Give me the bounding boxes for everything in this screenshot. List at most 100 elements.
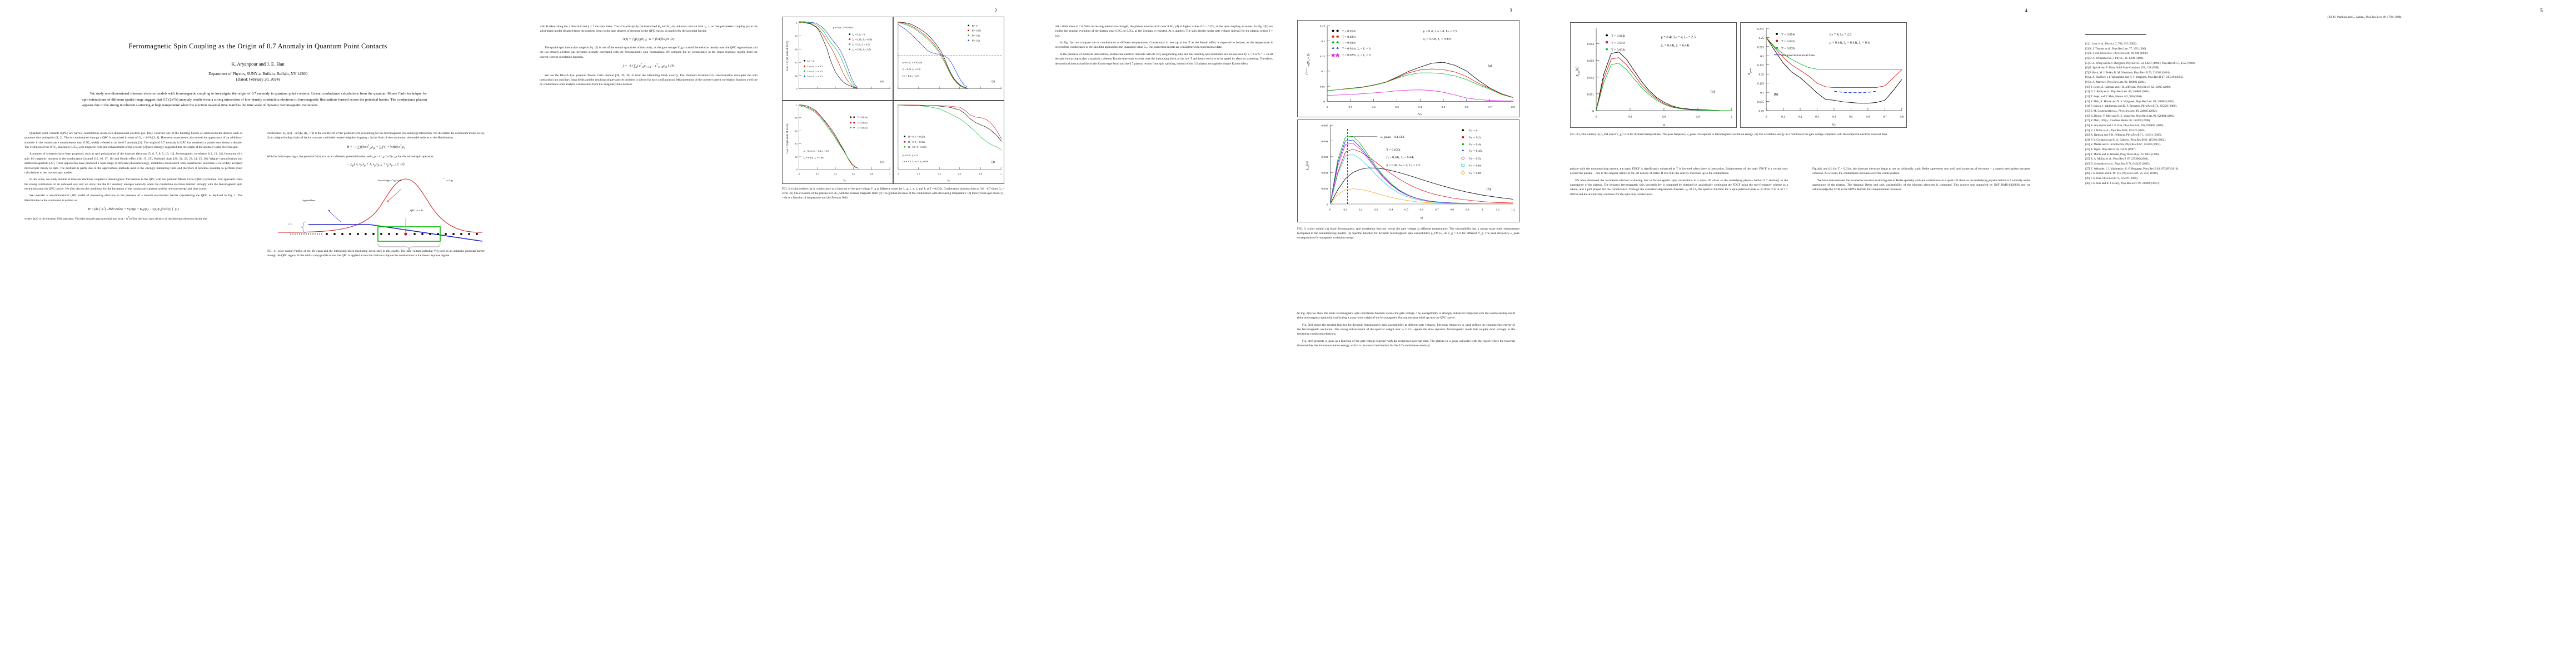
panel-tag-a: (a): [880, 81, 884, 83]
reference-item: [7] P. Havu, M. J. Puska, R. M. Nieminen…: [2085, 71, 2170, 74]
svg-text:Vₕ = 0.8t: Vₕ = 0.8t: [1469, 172, 1481, 176]
abstract: We study one-dimensional itinerant elect…: [82, 91, 427, 109]
page4-column-right: Fig.4(a) and (b) for T = 0.014t, the iti…: [1812, 167, 2030, 650]
page-title: Ferromagnetic Spin Coupling as the Origi…: [128, 42, 387, 50]
reference-item: [28] J. E. Hirsch and R. M. Fye, Phys.Re…: [2085, 172, 2159, 176]
svg-text:0.05: 0.05: [1759, 110, 1765, 113]
svg-text:0.7: 0.7: [1883, 116, 1887, 119]
series-h0-t0014: [898, 104, 1002, 139]
svg-text:0: 0: [1323, 101, 1325, 104]
y-tick-labels: 0.05 0.075 0.1 0.125 0.15 0.175 0.2 0.225 0.25…: [1757, 28, 1765, 113]
series-vg-08: [1329, 188, 1513, 205]
y-axis-label: G(ω = 0) (in units of 2e²/h): [786, 123, 789, 153]
figure-4: 0 0.001 0.002 0.003 0.004 0 0.3 0.6 0.9 1 ω ρF…: [1570, 22, 2030, 137]
svg-text:0.075: 0.075: [1757, 101, 1765, 104]
abstract-text: We study one-dimensional itinerant elect…: [82, 92, 427, 108]
y-tick-labels: 0 0.001 0.002 0.003 0.004 0.005: [1321, 125, 1328, 206]
page3-column-right: In Fig. 3(a) we show the static ferromag…: [1297, 311, 1515, 650]
svg-text:2: 2: [444, 177, 445, 180]
svg-text:T = 0.025t: T = 0.025t: [858, 121, 868, 124]
series-t-0033: [799, 105, 859, 168]
svg-text:Lₕ = 4: Lₕ = 4: [808, 59, 814, 62]
reference-item: [30] J. E. Han and R. J. Heary, Phys.Rev…: [2085, 181, 2160, 185]
svg-text:0.8: 0.8: [1511, 106, 1515, 109]
panel-tag-a: (a): [1488, 64, 1492, 67]
panel-tag-d: (d): [991, 161, 995, 163]
svg-text:1: 1: [1731, 116, 1733, 119]
svg-text:1.2: 1.2: [1511, 209, 1515, 212]
bias-amplitude-label: V/2: [288, 223, 292, 226]
svg-text:μ = 0.4t, Lₕ = 4, Lₛ = 2.5: μ = 0.4t, Lₕ = 4, Lₛ = 2.5: [1423, 30, 1457, 33]
svg-text:0: 0: [799, 172, 800, 175]
reference-item: [8] A. A. Starikov, I. I. Yakimenko and …: [2085, 76, 2184, 79]
series-vg-045: [1329, 140, 1513, 205]
date-line: (Dated: February 20, 2024): [236, 77, 280, 82]
reference-item: [25] R. A. Molina et al., Phys.Rev.B 67,…: [2085, 157, 2149, 161]
reference-item: [10] T. Rejec, A. Ramsak and J. H. Jeffe…: [2085, 85, 2171, 89]
figure-3: 0 0.05 0.1 0.15 0.2 0.25 0 0.1 0.2 0.3 0.4 0.5 0…: [1297, 20, 1519, 241]
paragraph: where ψ(x) is the electron field operato…: [24, 216, 207, 221]
svg-text:J₀ = 0.44t, J₁ = 0.44t: J₀ = 0.44t, J₁ = 0.44t: [804, 156, 825, 159]
svg-text:Lₕ = 4, Lₛ = 2.5: Lₕ = 4, Lₛ = 2.5: [808, 75, 823, 78]
series-j0-035: [799, 22, 858, 89]
svg-text:0.225: 0.225: [1757, 46, 1765, 49]
plot-fig3a: 0 0.05 0.1 0.15 0.2 0.25 0 0.1 0.2 0.3 0.4 0.5 0…: [1297, 20, 1519, 117]
svg-text:J₀ = 0.58t, J₁ = 0.5t: J₀ = 0.58t, J₁ = 0.5t: [853, 48, 871, 51]
svg-text:0.5: 0.5: [1404, 209, 1408, 212]
series-a-2: [1596, 57, 1732, 111]
qpc-label: QPC (x = 0): [410, 209, 423, 212]
paragraph: pulsate with the noninteracting system, …: [1570, 167, 1788, 176]
svg-text:0.4: 0.4: [834, 172, 837, 175]
svg-text:0.001: 0.001: [1587, 93, 1595, 97]
reference-item: [21] P. S. Cornaglia and C. A. Balseiro,…: [2085, 138, 2166, 142]
reference-item: [18] K. Aryanpour and J. E. Han, Phys.Re…: [2085, 123, 2164, 127]
x-tick-labels: 0 0.2 0.4 0.6 0.8 1: [898, 172, 1001, 175]
svg-text:Lₕ = 4, Lₛ = 2.5: Lₕ = 4, Lₛ = 2.5: [808, 70, 823, 73]
svg-text:0.7: 0.7: [1435, 209, 1439, 212]
y-tick-labels: 0 0.2 0.4 0.6 0.8 1: [795, 103, 798, 171]
svg-text:Reciprocal traversal time: Reciprocal traversal time: [1781, 54, 1815, 57]
svg-text:0.005: 0.005: [1321, 125, 1328, 128]
x-axis-label: ω: [1663, 123, 1666, 127]
svg-text:0.15: 0.15: [1759, 73, 1765, 77]
svg-text:0.5: 0.5: [1442, 106, 1446, 109]
series-t0014: [1766, 37, 1902, 104]
page-number: 4: [2025, 8, 2028, 13]
y-axis-label: ρFM(ω): [1305, 161, 1310, 170]
equation-1: H = ∫dx [ ψ†(−ℏ²∂²/2m∂x² + V(x))ψ + K₀ρ(…: [88, 207, 179, 212]
reference-item: [29] J. E. Han, Phys.Rev.B 73, 125319 (2…: [2085, 176, 2139, 180]
page-1: arXiv:0810.3206v2 [cond-mat.mes-hall] 6 …: [0, 0, 515, 667]
series-vg-04: [1329, 136, 1513, 205]
paragraph: We use the Hirsch–Fye quantum Monte Carl…: [540, 73, 758, 87]
svg-text:0.3: 0.3: [1374, 209, 1378, 212]
svg-text:0: 0: [1329, 209, 1331, 212]
page-5: 5 [1] J. Levy et al., Physica C, 768, 31…: [2061, 0, 2576, 667]
qpc-site: [404, 232, 407, 236]
legend-secondary: Lₕ = 4 Lₕ = 6, Lₛ = 4.5 Lₕ = 4, Lₛ = 2.5…: [804, 59, 823, 78]
paragraph: with B taken along the z direction and γ…: [540, 25, 758, 33]
series-h01-t0025: [898, 104, 1002, 150]
svg-text:T = 0.014t, J₀ = J₁ = 0: T = 0.014t, J₀ = J₁ = 0: [1342, 47, 1371, 51]
series-t0033: [1766, 37, 1902, 70]
reference-item: [15] S. M. Cronenwett et al., Phys.Rev.L…: [2085, 109, 2158, 113]
reference-item: [3] B. J. van Wees et al., Phys.Rev.Lett…: [2085, 52, 2149, 56]
axis-ticks: [799, 104, 891, 170]
svg-text:0.3: 0.3: [1628, 116, 1632, 119]
reference-item: [14] P. Jaksch, I. Yakimenko and K.-F. B…: [2085, 104, 2177, 108]
svg-text:T = 0.014t: T = 0.014t: [1611, 34, 1625, 38]
panel-tag-b: (b): [991, 81, 995, 83]
plot-fig4a-svg: 0 0.001 0.002 0.003 0.004 0 0.3 0.6 0.9 1 ω ρF…: [1575, 28, 1733, 127]
affiliation-line: Department of Physics, SUNY at Buffalo, …: [208, 72, 307, 76]
panel-tag-c: (c): [880, 161, 884, 163]
svg-text:0: 0: [796, 168, 798, 171]
references-continued: [30] M. Pustilnik and L. Landau, Phys.Re…: [2328, 16, 2545, 21]
interacting-block-box: [377, 226, 441, 242]
panel-annotation: μ = 0.4t, T = 0.025t J₀ = 0.5t, J₁ = 0.5…: [903, 61, 923, 78]
svg-text:T = 0.025t: T = 0.025t: [1342, 36, 1356, 39]
author-list: K. Aryanpour and J. E. Han: [231, 61, 285, 67]
paragraph: Fig.4(a) and (b) for T = 0.014t, the iti…: [1812, 167, 2030, 176]
svg-text:(x /Lg): (x /Lg): [446, 179, 453, 182]
svg-text:J₀ = 0.44t, J₁ = 0.44t: J₀ = 0.44t, J₁ = 0.44t: [1423, 38, 1451, 41]
svg-text:0.6: 0.6: [1464, 106, 1468, 109]
svg-text:J₀ = 0.5t, J₁ = 0.5t: J₀ = 0.5t, J₁ = 0.5t: [853, 43, 870, 46]
